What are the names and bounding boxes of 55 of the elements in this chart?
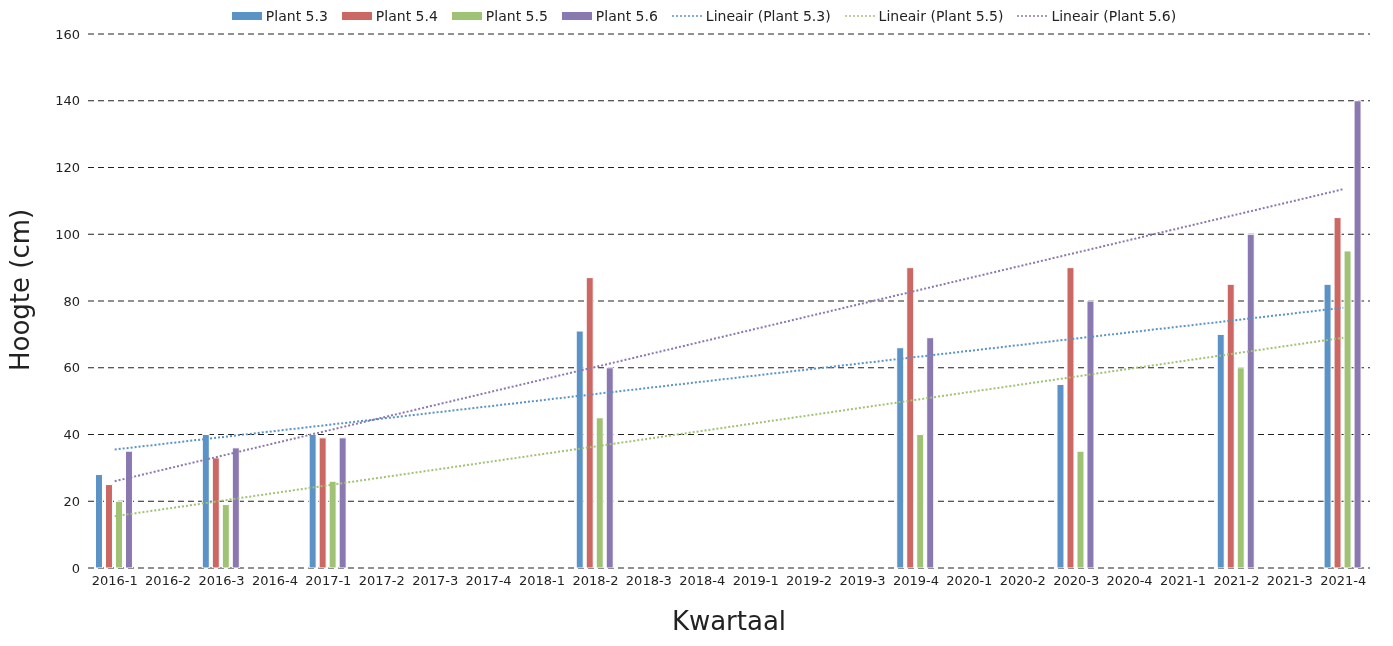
legend-label: Plant 5.6	[594, 8, 658, 24]
y-tick-label: 120	[55, 160, 80, 176]
y-tick-label: 0	[71, 560, 80, 576]
x-tick-label: 2019-2	[786, 573, 833, 589]
x-tick-label: 2016-2	[145, 573, 192, 589]
x-tick-label: 2016-1	[91, 573, 138, 589]
bar	[104, 484, 113, 568]
x-tick-label: 2019-1	[732, 573, 779, 589]
bar	[211, 457, 220, 568]
x-tick-label: 2019-3	[839, 573, 886, 589]
x-tick-label: 2020-1	[946, 573, 993, 589]
y-axis-title: Hoogte (cm)	[5, 208, 36, 371]
bar	[926, 337, 935, 568]
bar	[94, 474, 103, 568]
y-tick-label: 60	[63, 360, 80, 376]
bar	[605, 367, 614, 568]
legend-label: Plant 5.3	[264, 8, 328, 24]
bar	[1236, 367, 1245, 568]
x-tick-label: 2018-4	[679, 573, 726, 589]
bar	[1226, 283, 1235, 568]
y-tick-label: 40	[63, 427, 80, 443]
x-tick-label: 2017-3	[412, 573, 459, 589]
bar	[1246, 233, 1255, 568]
x-tick-label: 2017-2	[358, 573, 405, 589]
y-tick-label: 100	[55, 226, 80, 242]
legend-label: Lineair (Plant 5.3)	[704, 8, 831, 24]
x-tick-label: 2021-2	[1213, 573, 1260, 589]
x-tick-label: 2020-3	[1053, 573, 1100, 589]
x-tick-label: 2020-2	[999, 573, 1046, 589]
x-tick-label: 2018-2	[572, 573, 619, 589]
x-tick-label: 2017-1	[305, 573, 352, 589]
x-tick-label: 2016-4	[251, 573, 298, 589]
x-tick-label: 2019-4	[892, 573, 939, 589]
bar	[221, 504, 230, 568]
bar	[585, 277, 594, 568]
legend-label: Plant 5.4	[374, 8, 438, 24]
bar	[916, 434, 925, 568]
x-tick-label: 2021-4	[1320, 573, 1367, 589]
legend-label: Lineair (Plant 5.6)	[1050, 8, 1177, 24]
x-tick-label: 2021-1	[1160, 573, 1207, 589]
legend-label: Lineair (Plant 5.5)	[877, 8, 1004, 24]
legend-label: Plant 5.5	[484, 8, 548, 24]
x-tick-label: 2018-3	[625, 573, 672, 589]
y-tick-label: 160	[55, 26, 80, 42]
y-tick-label: 140	[55, 93, 80, 109]
x-axis-title: Kwartaal	[671, 606, 787, 636]
y-tick-label: 80	[63, 293, 80, 309]
bar	[906, 267, 915, 568]
y-tick-label: 20	[63, 493, 80, 509]
x-tick-label: 2018-1	[519, 573, 566, 589]
x-tick-label: 2021-3	[1266, 573, 1313, 589]
x-tick-label: 2016-3	[198, 573, 245, 589]
bar	[1216, 333, 1225, 568]
x-tick-label: 2020-4	[1106, 573, 1153, 589]
x-tick-label: 2017-4	[465, 573, 512, 589]
